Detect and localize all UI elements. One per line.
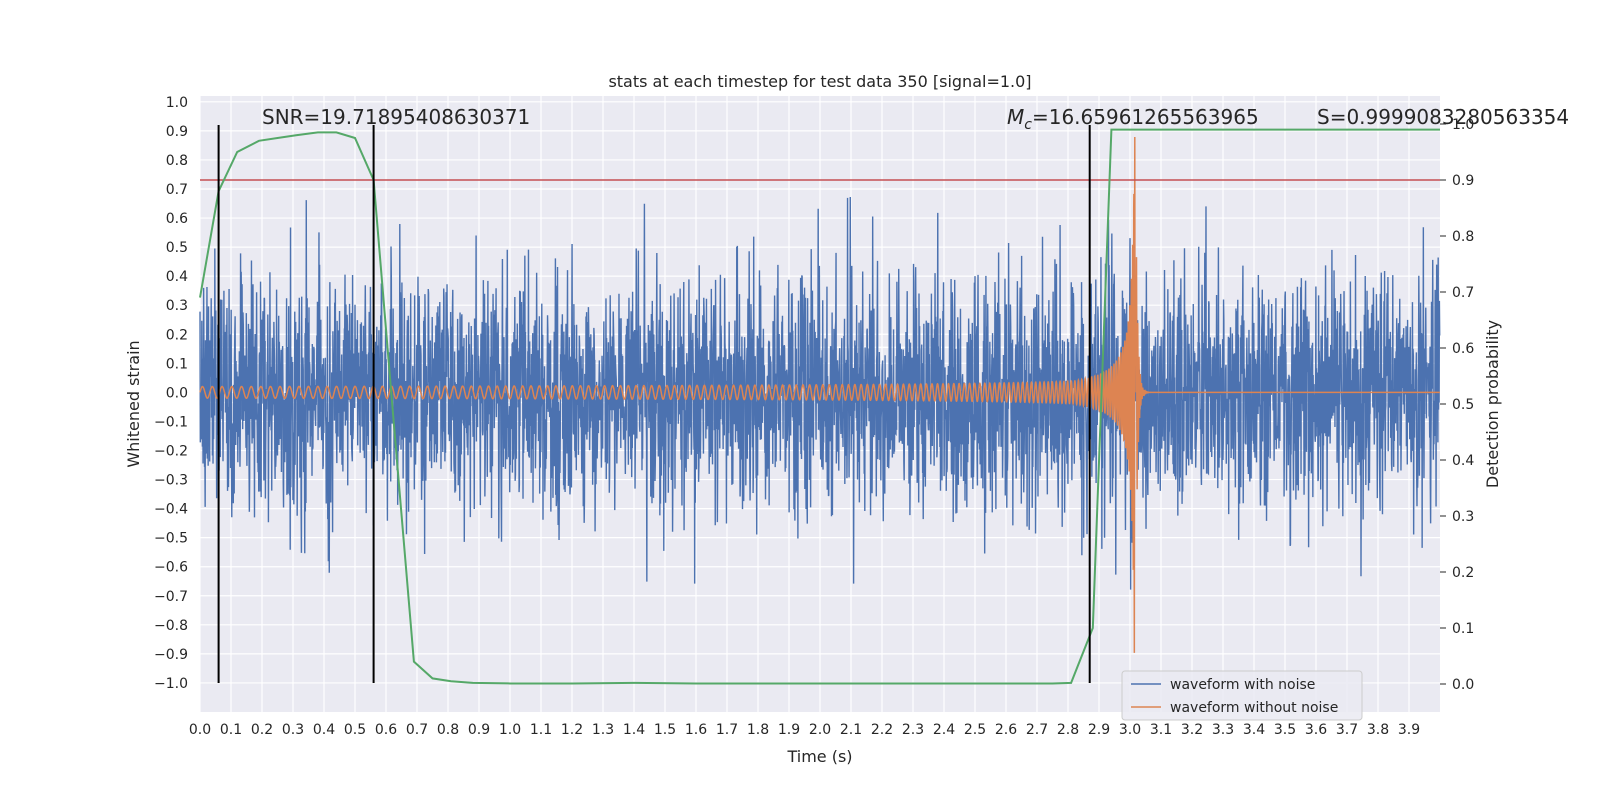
x-tick-label: 2.5 xyxy=(964,722,986,738)
y-tick-label: 0.4 xyxy=(166,269,188,285)
y-tick-label: 0.5 xyxy=(166,240,188,256)
y-tick-label: −0.4 xyxy=(154,502,188,518)
x-tick-label: 3.6 xyxy=(1305,722,1327,738)
x-tick-label: 3.2 xyxy=(1181,722,1203,738)
mc-symbol: M xyxy=(1007,105,1024,129)
y-tick-label: 0.6 xyxy=(166,211,188,227)
y-tick-label: −0.1 xyxy=(154,414,188,430)
y-axis-label: Whitened strain xyxy=(124,340,143,467)
y2-tick-label: 0.8 xyxy=(1452,229,1474,245)
x-tick-label: 3.5 xyxy=(1274,722,1296,738)
x-tick-label: 2.7 xyxy=(1026,722,1048,738)
x-tick-label: 0.3 xyxy=(282,722,304,738)
y2-tick-label: 0.6 xyxy=(1452,341,1474,357)
series-detection-probability xyxy=(199,128,1440,685)
s-annotation: S=0.9999083280563354 xyxy=(1317,105,1569,129)
mc-value: =16.65961265563965 xyxy=(1032,105,1259,129)
x-tick-label: 0.7 xyxy=(406,722,428,738)
y2-tick-label: 1.0 xyxy=(1452,117,1474,133)
x-tick-label: 1.2 xyxy=(561,722,583,738)
series-waveform-without-noise xyxy=(199,137,1440,653)
y-tick-label: 0.2 xyxy=(166,327,188,343)
x-tick-label: 0.8 xyxy=(437,722,459,738)
y-tick-label: −0.6 xyxy=(154,560,188,576)
y-tick-labels: 1.0 0.9 0.8 0.7 0.6 0.5 0.4 0.3 0.2 0.1 0.0 −0.1 −0.… xyxy=(154,95,188,692)
x-tick-label: 1.7 xyxy=(716,722,738,738)
x-tick-label: 1.6 xyxy=(685,722,707,738)
y2-tick-label: 0.4 xyxy=(1452,453,1474,469)
y2-tick-labels: 0.0 0.1 0.2 0.3 0.4 0.5 0.6 0.7 0.8 0.9 1.0 xyxy=(1440,117,1474,693)
y-tick-label: 0.7 xyxy=(166,182,188,198)
x-tick-label: 0.2 xyxy=(251,722,273,738)
y-tick-label: −0.5 xyxy=(154,531,188,547)
x-tick-label: 0.6 xyxy=(375,722,397,738)
y-tick-label: 0.8 xyxy=(166,153,188,169)
y2-tick-label: 0.5 xyxy=(1452,397,1474,413)
mc-subscript: c xyxy=(1024,117,1032,133)
y-tick-label: 0.9 xyxy=(166,124,188,140)
x-tick-label: 1.5 xyxy=(654,722,676,738)
x-tick-label: 0.0 xyxy=(189,722,211,738)
y-tick-label: −0.8 xyxy=(154,618,188,634)
y2-tick-label: 0.1 xyxy=(1452,621,1474,637)
x-tick-label: 0.9 xyxy=(468,722,490,738)
y-tick-label: −0.9 xyxy=(154,647,188,663)
x-tick-label: 3.8 xyxy=(1367,722,1389,738)
legend-label-clean: waveform without noise xyxy=(1170,700,1338,716)
y2-tick-label: 0.9 xyxy=(1452,173,1474,189)
x-tick-label: 2.8 xyxy=(1057,722,1079,738)
x-tick-label: 1.9 xyxy=(778,722,800,738)
y-tick-label: −0.7 xyxy=(154,589,188,605)
x-tick-label: 1.3 xyxy=(592,722,614,738)
x-tick-label: 1.0 xyxy=(499,722,521,738)
detection-probability-line xyxy=(199,128,1440,685)
y-tick-label: −0.2 xyxy=(154,443,188,459)
x-tick-label: 3.1 xyxy=(1150,722,1172,738)
y-tick-label: 0.1 xyxy=(166,356,188,372)
x-tick-label: 1.1 xyxy=(530,722,552,738)
x-tick-label: 1.4 xyxy=(623,722,645,738)
x-tick-label: 2.9 xyxy=(1088,722,1110,738)
legend: waveform with noise waveform without noi… xyxy=(1121,670,1363,721)
x-tick-label: 0.5 xyxy=(344,722,366,738)
y2-tick-label: 0.2 xyxy=(1452,565,1474,581)
x-tick-label: 0.4 xyxy=(313,722,335,738)
y2-axis-label: Detection probability xyxy=(1483,320,1502,488)
snr-annotation: SNR=19.71895408630371 xyxy=(262,105,530,129)
x-tick-label: 0.1 xyxy=(220,722,242,738)
x-tick-label: 3.4 xyxy=(1243,722,1265,738)
y-tick-label: −0.3 xyxy=(154,473,188,489)
x-tick-label: 2.3 xyxy=(902,722,924,738)
noise-waveform-line xyxy=(199,196,1441,590)
x-tick-label: 3.0 xyxy=(1119,722,1141,738)
mc-annotation: Mc=16.65961265563965 xyxy=(1007,105,1259,133)
x-tick-label: 2.1 xyxy=(840,722,862,738)
x-tick-label: 2.0 xyxy=(809,722,831,738)
y-tick-label: 1.0 xyxy=(166,95,188,111)
y-tick-label: −1.0 xyxy=(154,676,188,692)
legend-box xyxy=(1121,670,1363,721)
x-tick-label: 3.9 xyxy=(1398,722,1420,738)
vertical-marker-lines xyxy=(217,125,1091,683)
x-tick-label: 3.7 xyxy=(1336,722,1358,738)
x-tick-label: 2.4 xyxy=(933,722,955,738)
chart-title: stats at each timestep for test data 350… xyxy=(608,72,1031,91)
series-waveform-with-noise xyxy=(199,196,1441,590)
legend-label-noise: waveform with noise xyxy=(1170,677,1315,693)
x-tick-label: 3.3 xyxy=(1212,722,1234,738)
y2-tick-label: 0.7 xyxy=(1452,285,1474,301)
clean-waveform-line xyxy=(199,137,1440,653)
y-tick-label: 0.0 xyxy=(166,385,188,401)
x-tick-label: 1.8 xyxy=(747,722,769,738)
x-axis-label: Time (s) xyxy=(786,747,852,766)
y2-tick-label: 0.3 xyxy=(1452,509,1474,525)
y-tick-label: 0.3 xyxy=(166,298,188,314)
y2-tick-label: 0.0 xyxy=(1452,677,1474,693)
x-tick-label: 2.2 xyxy=(871,722,893,738)
x-tick-labels: 0.0 0.1 0.2 0.3 0.4 0.5 0.6 0.7 0.8 0.9 1.0 1.1 1.2 1… xyxy=(189,722,1420,738)
x-tick-label: 2.6 xyxy=(995,722,1017,738)
